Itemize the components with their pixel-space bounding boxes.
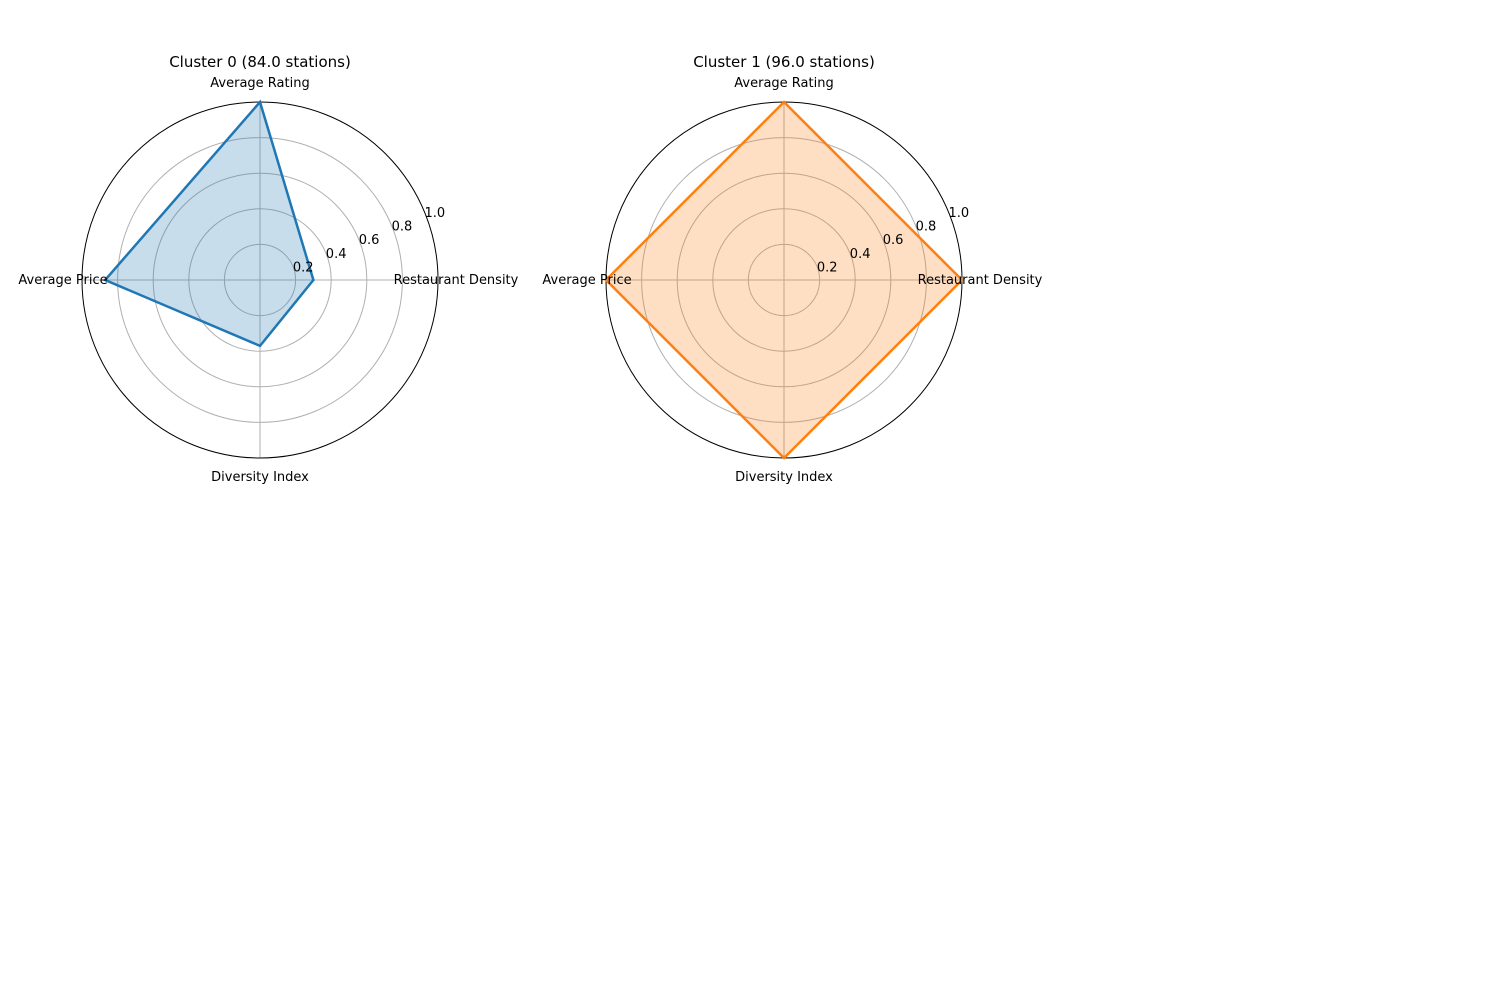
data-point-restaurant-density bbox=[312, 278, 315, 282]
data-point-average-rating bbox=[782, 100, 786, 104]
data-point-diversity-index bbox=[782, 456, 786, 460]
axis-label-restaurant-density: Restaurant Density bbox=[394, 273, 519, 288]
radial-tick-label: 1.0 bbox=[949, 206, 970, 221]
radial-tick-labels: 0.2 0.4 0.6 0.8 1.0 bbox=[293, 206, 445, 276]
axis-label-diversity-index: Diversity Index bbox=[735, 470, 833, 485]
radial-tick-label: 0.6 bbox=[883, 233, 904, 248]
radial-tick-label: 0.6 bbox=[359, 233, 380, 248]
data-point-average-rating bbox=[258, 100, 262, 104]
radial-tick-label: 0.8 bbox=[392, 220, 413, 235]
data-point-average-price bbox=[103, 278, 107, 282]
data-markers bbox=[103, 100, 315, 348]
data-point-average-price bbox=[604, 278, 608, 282]
data-markers bbox=[604, 100, 964, 460]
axis-label-diversity-index: Diversity Index bbox=[211, 470, 309, 485]
radial-tick-label: 0.8 bbox=[916, 220, 937, 235]
chart-title: Cluster 0 (84.0 stations) bbox=[169, 53, 351, 71]
radar-chart-cluster-1: 0.2 0.4 0.6 0.8 1.0 Restaurant Density Avera… bbox=[542, 53, 1042, 485]
chart-title: Cluster 1 (96.0 stations) bbox=[693, 53, 875, 71]
spoke-lines bbox=[82, 102, 438, 458]
axis-label-average-price: Average Price bbox=[542, 273, 631, 288]
radial-tick-label: 0.2 bbox=[293, 260, 314, 275]
radial-tick-label: 0.4 bbox=[326, 247, 347, 262]
radial-tick-label: 1.0 bbox=[425, 206, 446, 221]
data-point-diversity-index bbox=[258, 344, 262, 348]
data-area bbox=[105, 102, 314, 346]
axis-label-average-rating: Average Rating bbox=[210, 76, 309, 91]
radar-chart-cluster-0: 0.2 0.4 0.6 0.8 1.0 Restaurant Density Avera… bbox=[18, 53, 518, 485]
radial-tick-labels: 0.2 0.4 0.6 0.8 1.0 bbox=[817, 206, 969, 276]
axis-label-average-rating: Average Rating bbox=[734, 76, 833, 91]
axis-label-average-price: Average Price bbox=[18, 273, 107, 288]
data-point-restaurant-density bbox=[960, 278, 964, 282]
radial-tick-label: 0.4 bbox=[850, 247, 871, 262]
axis-label-restaurant-density: Restaurant Density bbox=[918, 273, 1043, 288]
spoke-lines bbox=[606, 102, 962, 458]
radial-tick-label: 0.2 bbox=[817, 260, 838, 275]
